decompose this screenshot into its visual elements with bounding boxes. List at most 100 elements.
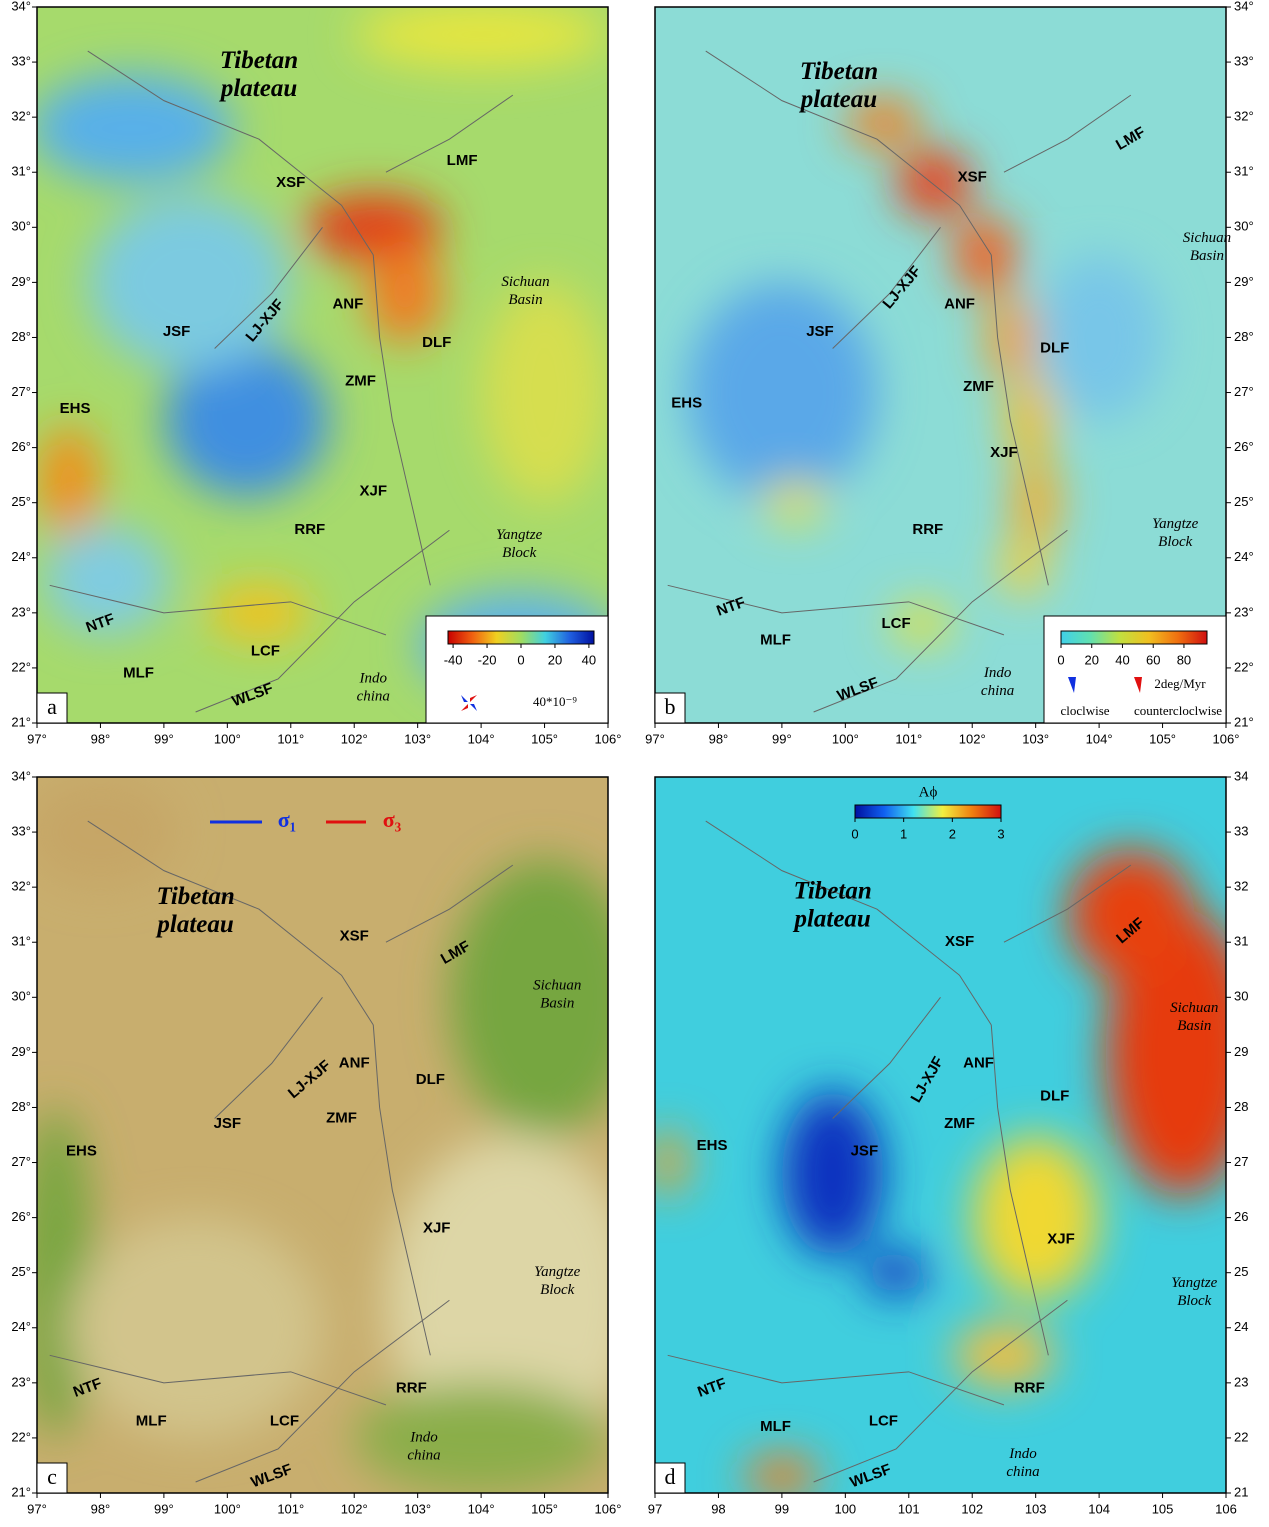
x-tick-label: 102° (959, 731, 986, 746)
fault-label: RRF (396, 1379, 427, 1396)
colorbar-tick-label: 0 (851, 826, 858, 841)
fault-label: XJF (990, 444, 1018, 461)
fault-label: ZMF (326, 1109, 357, 1126)
field-blob (366, 243, 444, 343)
map-panel: 97° 98° 99° 100° 101° 102° 103° 104° 105° 106° 21°… (11, 0, 621, 746)
fault-label: DLF (1040, 1087, 1069, 1104)
region-label: china (357, 688, 390, 704)
region-label: Basin (1177, 1018, 1211, 1034)
colorbar-tick-label: 20 (548, 652, 562, 667)
fault-label: LCF (869, 1412, 898, 1429)
x-tick-label: 101 (898, 1501, 920, 1516)
x-tick-label: 100° (214, 1501, 241, 1516)
x-tick-label: 99° (772, 731, 792, 746)
fault-label: XSF (340, 928, 369, 945)
panel-letter-box (36, 692, 68, 724)
map-background (655, 7, 1226, 723)
region-label: Basin (508, 292, 542, 308)
fault-trace (195, 1299, 450, 1483)
region-label: Basin (540, 996, 574, 1012)
panel-letter-box (654, 1462, 686, 1494)
colorbar-tick-label: 0 (517, 652, 524, 667)
x-tick-label: 102 (961, 1501, 983, 1516)
region-label: Yangtze (534, 1264, 580, 1280)
fault-trace (372, 1024, 431, 1356)
region-title: Tibetan (220, 47, 298, 74)
x-tick-label: 101° (277, 1501, 304, 1516)
x-tick-label: 106° (595, 1501, 622, 1516)
x-tick-label: 103° (1022, 731, 1049, 746)
x-tick-label: 106° (1213, 731, 1240, 746)
region-label: Sichuan (501, 274, 549, 290)
region-title: plateau (155, 911, 233, 938)
field-blob (449, 859, 608, 1135)
x-tick-label: 103 (1025, 1501, 1047, 1516)
colorbar-tick-label: 60 (1146, 652, 1160, 667)
fault-trace (990, 254, 1049, 586)
y-tick-label: 29° (11, 1044, 31, 1059)
x-tick-label: 97 (648, 1501, 662, 1516)
field-blob (1010, 458, 1062, 547)
y-tick-label: 23° (11, 1374, 31, 1389)
fault-label: JSF (163, 323, 191, 340)
y-tick-label: 34 (1234, 768, 1248, 783)
y-tick-label: 22 (1234, 1429, 1248, 1444)
x-tick-label: 106° (595, 731, 622, 746)
fault-label: ANF (963, 1054, 994, 1071)
x-tick-label: 103° (404, 731, 431, 746)
panel-letter: b (665, 694, 676, 719)
fault-label: RRF (294, 521, 325, 538)
y-tick-label: 33° (11, 824, 31, 839)
region-label: Sichuan (533, 978, 581, 994)
x-tick-label: 98 (711, 1501, 725, 1516)
field-blob (1067, 848, 1195, 981)
y-tick-label: 26 (1234, 1209, 1248, 1224)
field-blob (303, 194, 444, 261)
fault-trace (87, 820, 374, 1026)
field-blobs (686, 97, 1163, 646)
legend-glyph (461, 695, 477, 711)
x-tick-label: 106 (1215, 1501, 1237, 1516)
map-panel: 97 98 99 100 101 102 103 104 105 1062122232425262… (648, 768, 1249, 1516)
fault-label: ZMF (944, 1115, 975, 1132)
panel-letter: a (47, 694, 57, 719)
field-blob (354, 7, 608, 68)
fault-trace (385, 94, 514, 173)
map-frame (36, 6, 609, 724)
region-label: Yangtze (1171, 1275, 1217, 1291)
fault-label: XJF (1047, 1231, 1075, 1248)
y-tick-label: 30° (1234, 219, 1254, 234)
legend-s1: σ₁ (278, 807, 297, 832)
field-blobs (37, 7, 608, 701)
y-tick-label: 31° (11, 164, 31, 179)
y-tick-label: 24° (11, 549, 31, 564)
region-label: Indo (409, 1429, 438, 1445)
fault-label: MLF (760, 631, 791, 648)
field-blob (864, 1250, 928, 1295)
fault-label: LMF (447, 152, 478, 169)
fault-label: ZMF (963, 378, 994, 395)
region-label: Basin (1190, 248, 1224, 264)
field-blobs (655, 848, 1226, 1493)
fault-label: XSF (276, 174, 305, 191)
colorbar-tick-label: 3 (997, 826, 1004, 841)
y-tick-label: 32 (1234, 879, 1248, 894)
fault-trace (705, 50, 992, 256)
y-tick-label: 21° (11, 714, 31, 729)
fault-trace (832, 997, 941, 1119)
region-title: Tibetan (794, 877, 872, 904)
fault-trace (372, 254, 431, 586)
y-tick-label: 30 (1234, 989, 1248, 1004)
field-blob (43, 524, 171, 635)
region-title: plateau (799, 86, 877, 113)
fault-label: XJF (423, 1220, 451, 1237)
fault-label: EHS (671, 395, 702, 412)
fault-label: XJF (359, 483, 387, 500)
region-title: plateau (219, 75, 297, 102)
region-title: Tibetan (156, 883, 234, 910)
y-tick-label: 34° (1234, 0, 1254, 13)
region-label: china (407, 1447, 440, 1463)
